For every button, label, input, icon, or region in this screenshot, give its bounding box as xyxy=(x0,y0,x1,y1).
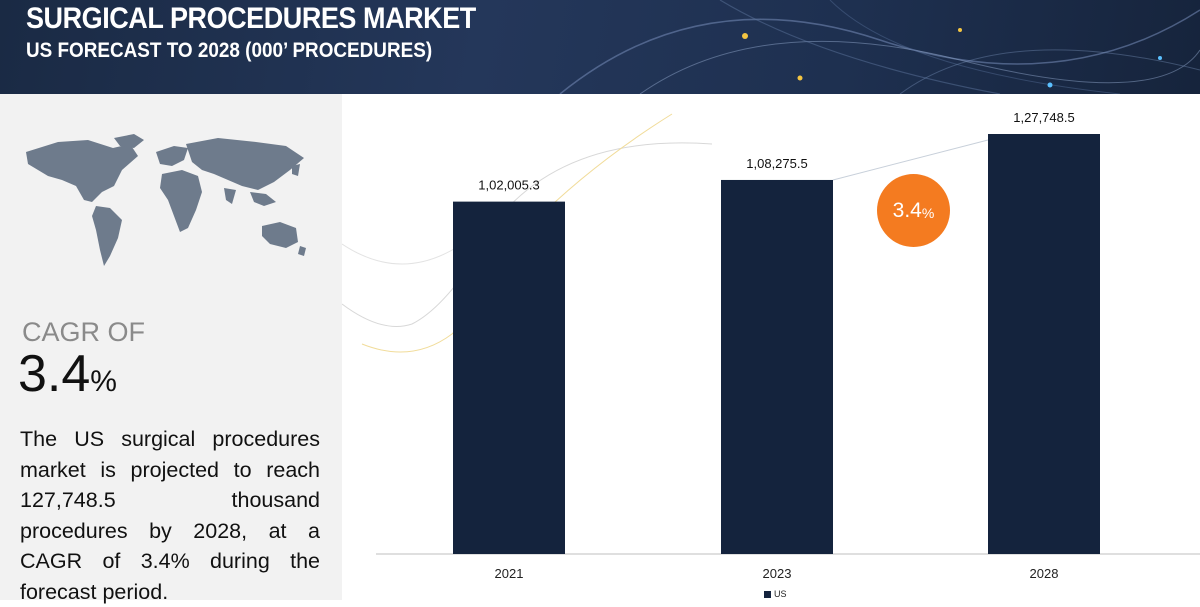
cagr-label: CAGR OF xyxy=(22,317,146,347)
bar-chart: 1,02,005.3 2021 1,08,275.5 2023 1,27,748.5 20… xyxy=(342,110,1200,581)
cagr-number: 3.4 xyxy=(18,345,91,403)
chart-legend: US xyxy=(764,589,787,599)
header-decoration xyxy=(559,0,1200,94)
legend-swatch xyxy=(764,590,771,598)
x-tick-label-2028: 2028 xyxy=(1030,566,1059,581)
data-label-2021: 1,02,005.3 xyxy=(478,178,539,193)
badge-unit: % xyxy=(921,204,935,221)
page-subtitle: US FORECAST TO 2028 (000’ PROCEDURES) xyxy=(26,39,433,62)
header-banner: SURGICAL PROCEDURES MARKET US FORECAST T… xyxy=(0,0,1200,94)
decorative-curve xyxy=(342,243,463,265)
cagr-badge: 3.4% xyxy=(877,174,950,247)
data-label-2028: 1,27,748.5 xyxy=(1013,110,1074,125)
bar-2023 xyxy=(721,179,833,554)
world-map-icon xyxy=(26,134,306,266)
growth-trend-line xyxy=(832,139,989,181)
cagr-value: 3.4% xyxy=(18,344,117,404)
bar-2028 xyxy=(988,134,1100,554)
bar-2021 xyxy=(453,201,565,555)
badge-value: 3.4 xyxy=(892,198,922,222)
page-title: SURGICAL PROCEDURES MARKET xyxy=(26,2,476,35)
x-tick-label-2023: 2023 xyxy=(763,566,792,581)
cagr-unit: % xyxy=(90,365,117,398)
data-label-2023: 1,08,275.5 xyxy=(746,156,807,171)
legend-label: US xyxy=(774,589,787,599)
x-tick-label-2021: 2021 xyxy=(495,566,524,581)
market-description: The US surgical procedures market is pro… xyxy=(20,427,320,604)
